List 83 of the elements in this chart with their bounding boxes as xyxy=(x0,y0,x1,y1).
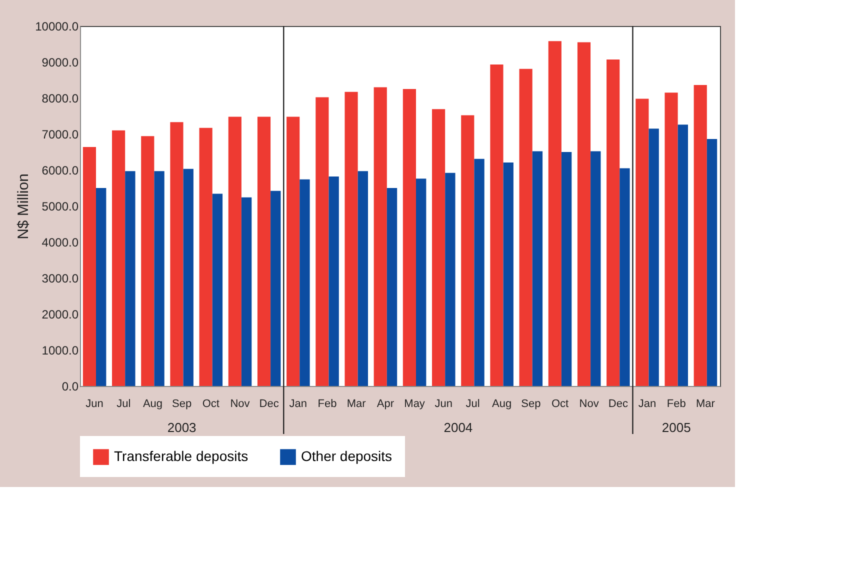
legend-label: Other deposits xyxy=(301,448,392,464)
text: 2004 xyxy=(444,420,473,435)
bar xyxy=(82,146,96,386)
bar xyxy=(590,151,601,386)
bar xyxy=(548,41,562,386)
bar xyxy=(432,109,446,386)
bar xyxy=(694,85,707,386)
bar xyxy=(96,188,106,386)
bar xyxy=(316,97,329,386)
y-tick-label: 4000.0 xyxy=(42,236,79,250)
bar xyxy=(503,162,514,386)
bar xyxy=(402,89,416,386)
y-tick-label: 3000.0 xyxy=(42,272,79,286)
bar xyxy=(374,87,387,386)
bar xyxy=(474,158,484,386)
bar xyxy=(112,130,126,386)
x-tick-label: Dec xyxy=(608,398,628,410)
bar xyxy=(344,92,358,386)
bar xyxy=(141,136,154,386)
bar xyxy=(532,151,543,386)
y-tick-label: 2000.0 xyxy=(42,308,79,322)
y-tick-label: 8000.0 xyxy=(42,92,79,106)
y-axis-title: N$ Million xyxy=(15,174,32,240)
x-tick-label: Sep xyxy=(172,398,192,410)
bar xyxy=(199,128,212,386)
bar xyxy=(228,116,242,386)
x-tick-label: Jul xyxy=(466,398,480,410)
bar xyxy=(358,171,368,386)
y-tick-label: 6000.0 xyxy=(42,164,79,178)
y-tick-label: 9000.0 xyxy=(42,56,79,70)
bar xyxy=(300,179,310,386)
x-tick-label: Aug xyxy=(492,398,512,410)
text: 2003 xyxy=(167,420,196,435)
bar xyxy=(286,116,300,386)
bar xyxy=(328,176,339,386)
y-tick-label: 10000.0 xyxy=(35,20,79,34)
bar xyxy=(577,42,591,386)
bar xyxy=(620,168,630,386)
x-tick-label: Aug xyxy=(142,398,163,410)
x-tick-label: Jan xyxy=(638,398,656,410)
bar xyxy=(606,59,620,386)
y-tick-label: 0.0 xyxy=(62,380,79,394)
bar xyxy=(445,172,456,386)
x-tick-label: Jan xyxy=(289,398,308,410)
text: 2005 xyxy=(662,420,691,435)
bar xyxy=(648,128,659,386)
bar xyxy=(561,152,572,386)
x-tick-label: Oct xyxy=(551,398,569,410)
legend-label: Transferable deposits xyxy=(114,448,248,464)
bar xyxy=(257,116,271,386)
x-tick-label: Apr xyxy=(376,398,394,410)
x-tick-label: Nov xyxy=(579,398,600,410)
bar xyxy=(183,168,194,386)
bar xyxy=(386,188,398,386)
x-tick-label: Jun xyxy=(86,398,104,410)
bar xyxy=(636,98,649,386)
bar xyxy=(678,124,688,386)
bar xyxy=(519,68,532,386)
y-tick-label: 5000.0 xyxy=(42,200,79,214)
bar xyxy=(270,190,281,386)
x-tick-label: Feb xyxy=(318,398,337,410)
y-tick-label: 7000.0 xyxy=(42,128,79,142)
bar xyxy=(125,171,136,386)
x-tick-label: Jun xyxy=(434,398,453,410)
x-tick-label: Oct xyxy=(202,398,220,410)
x-tick-label: Sep xyxy=(521,398,541,410)
bar xyxy=(490,64,504,386)
bar xyxy=(461,115,474,386)
y-tick-label: 1000.0 xyxy=(42,344,79,358)
x-tick-label: Mar xyxy=(346,398,366,410)
bar xyxy=(664,92,678,386)
bar xyxy=(212,194,223,386)
bar xyxy=(241,197,252,386)
x-tick-label: Dec xyxy=(259,398,280,410)
x-tick-label: Jul xyxy=(116,398,131,410)
bar xyxy=(170,122,184,386)
x-tick-label: May xyxy=(404,398,426,410)
bar xyxy=(154,171,164,386)
x-tick-label: Mar xyxy=(696,398,716,410)
bar xyxy=(706,139,718,386)
bar xyxy=(416,178,426,386)
x-tick-label: Nov xyxy=(230,398,250,410)
x-tick-label: Feb xyxy=(666,398,686,410)
